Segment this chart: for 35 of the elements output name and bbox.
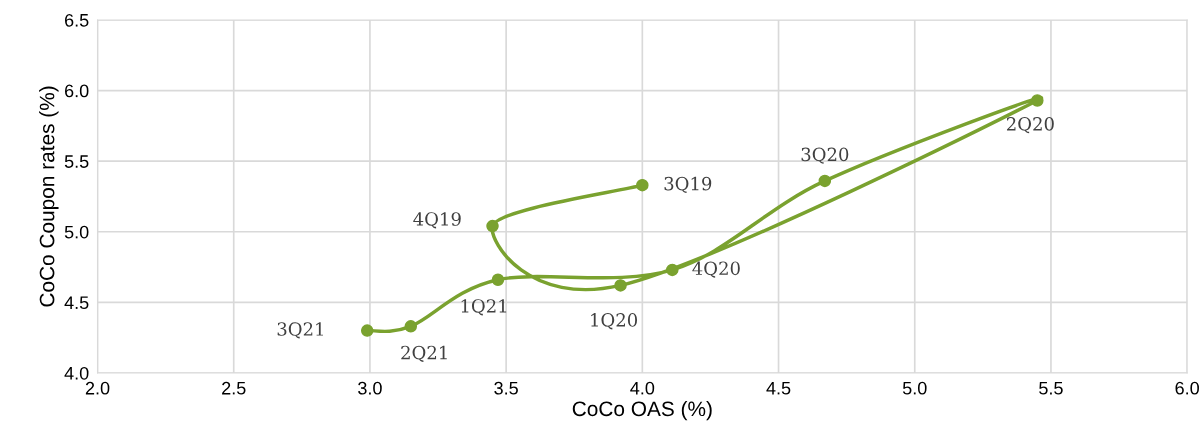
point bbox=[486, 219, 499, 233]
annotation: 1Q20 bbox=[591, 313, 638, 330]
y-tick-label: 6.5 bbox=[65, 13, 89, 27]
x-tick-label: 2.5 bbox=[222, 381, 246, 395]
x-tick-label: 3.5 bbox=[494, 381, 518, 395]
x-tick-label: 5.5 bbox=[1039, 381, 1063, 395]
annotation: 1Q21 bbox=[461, 299, 507, 316]
annotation: 4Q19 bbox=[413, 212, 461, 229]
x-tick-label: 6.0 bbox=[1175, 381, 1199, 395]
y-tick-label: 6.0 bbox=[65, 84, 89, 98]
annotation: 3Q19 bbox=[664, 176, 712, 194]
y-tick-label: 5.5 bbox=[64, 155, 89, 168]
x-tick-label: 4.5 bbox=[766, 381, 791, 395]
annotation: 3Q21 bbox=[277, 322, 323, 339]
y-axis-title: CoCo Coupon rates (%) bbox=[39, 86, 59, 307]
point bbox=[404, 320, 418, 333]
annotation: 3Q20 bbox=[801, 147, 849, 164]
point bbox=[491, 273, 505, 287]
point bbox=[666, 263, 679, 277]
annotation: 2Q20 bbox=[1006, 117, 1054, 134]
y-tick-label: 4.0 bbox=[64, 366, 89, 380]
point bbox=[1031, 94, 1044, 107]
annotation: 2Q21 bbox=[401, 345, 447, 363]
x-tick-label: 3.0 bbox=[358, 381, 382, 395]
x-axis-title: CoCo OAS (%) bbox=[572, 400, 712, 421]
annotation: 4Q20 bbox=[692, 261, 740, 278]
point bbox=[636, 178, 649, 192]
point bbox=[614, 279, 627, 292]
x-tick-label: 5.0 bbox=[902, 381, 927, 395]
x-tick-label: 2.0 bbox=[85, 381, 110, 395]
point bbox=[360, 324, 374, 337]
y-tick-label: 4.5 bbox=[64, 296, 89, 310]
x-tick-label: 4.0 bbox=[630, 381, 655, 395]
point bbox=[818, 174, 832, 188]
y-tick-label: 5.0 bbox=[64, 225, 89, 239]
